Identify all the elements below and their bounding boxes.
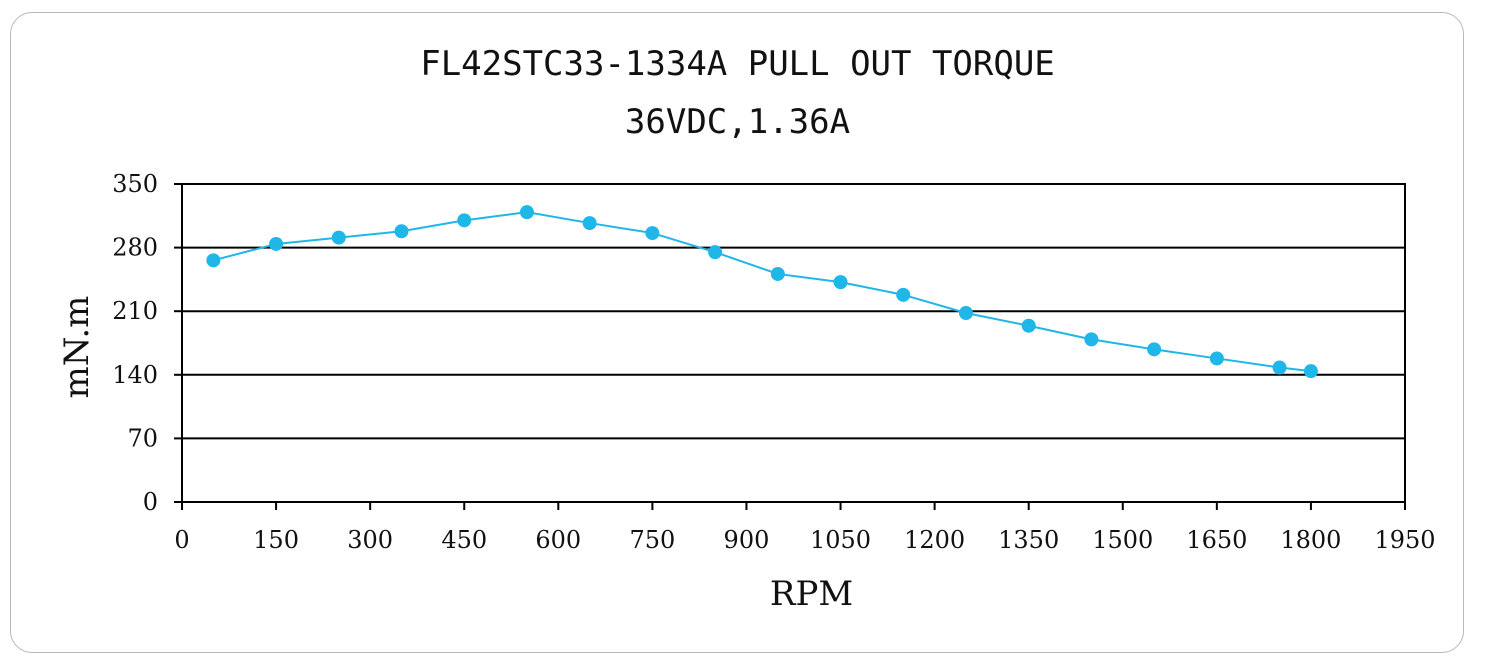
y-tick-label: 280: [112, 234, 158, 262]
x-axis-title: RPM: [770, 574, 853, 614]
y-axis-ticks: 0 70 140 210 280 350: [112, 170, 182, 516]
plot-area-border: [181, 183, 1406, 503]
data-point: [394, 224, 409, 239]
x-tick-label: 1350: [998, 526, 1059, 554]
y-tick-label: 0: [143, 488, 158, 516]
data-point: [269, 236, 284, 251]
chart-subtitle: 36VDC,1.36A: [624, 102, 851, 142]
x-tick-label: 1950: [1374, 526, 1435, 554]
torque-series: [206, 205, 1318, 379]
x-tick-label: 600: [535, 526, 581, 554]
y-tick-label: 140: [112, 361, 158, 389]
data-point: [1209, 351, 1224, 366]
data-point: [519, 205, 534, 220]
data-point: [331, 230, 346, 245]
data-point: [1303, 364, 1318, 379]
series-line: [213, 211, 1312, 373]
data-point: [958, 306, 973, 321]
x-tick-label: 1200: [904, 526, 965, 554]
x-tick-label: 1500: [1092, 526, 1153, 554]
x-tick-label: 750: [629, 526, 675, 554]
x-axis-ticks: 0 150 300 450 600 750 900 1050 1200 1350 1500 1650 1…: [174, 502, 1436, 554]
x-tick-label: 1050: [810, 526, 871, 554]
chart-frame: [10, 12, 1464, 653]
data-point: [1272, 360, 1287, 375]
chart-title: FL42STC33-1334A PULL OUT TORQUE: [420, 44, 1055, 84]
data-point: [1147, 342, 1162, 357]
x-tick-label: 300: [347, 526, 393, 554]
data-point: [770, 266, 785, 281]
data-point: [1084, 332, 1099, 347]
y-tick-label: 350: [112, 170, 158, 198]
data-point: [582, 216, 597, 231]
x-tick-label: 1650: [1186, 526, 1247, 554]
data-point: [833, 275, 848, 290]
data-point: [1021, 318, 1036, 333]
x-tick-label: 1800: [1280, 526, 1341, 554]
x-tick-label: 900: [724, 526, 770, 554]
data-point: [206, 253, 221, 268]
data-point: [457, 213, 472, 228]
x-tick-label: 0: [174, 526, 189, 554]
data-point: [708, 245, 723, 260]
data-point: [896, 287, 911, 302]
x-tick-label: 450: [441, 526, 487, 554]
y-tick-label: 70: [127, 424, 158, 452]
data-point: [645, 226, 660, 241]
grid-lines: [182, 246, 1405, 440]
y-axis-title: mN.m: [57, 296, 97, 399]
x-tick-label: 150: [253, 526, 299, 554]
y-tick-label: 210: [112, 297, 158, 325]
